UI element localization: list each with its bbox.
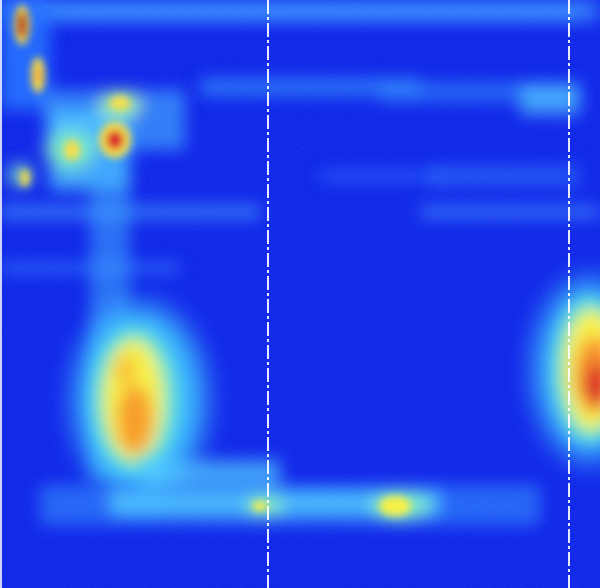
noise-overlay [0,0,600,588]
heatmap-canvas [0,0,600,588]
heatmap-image [0,0,600,588]
